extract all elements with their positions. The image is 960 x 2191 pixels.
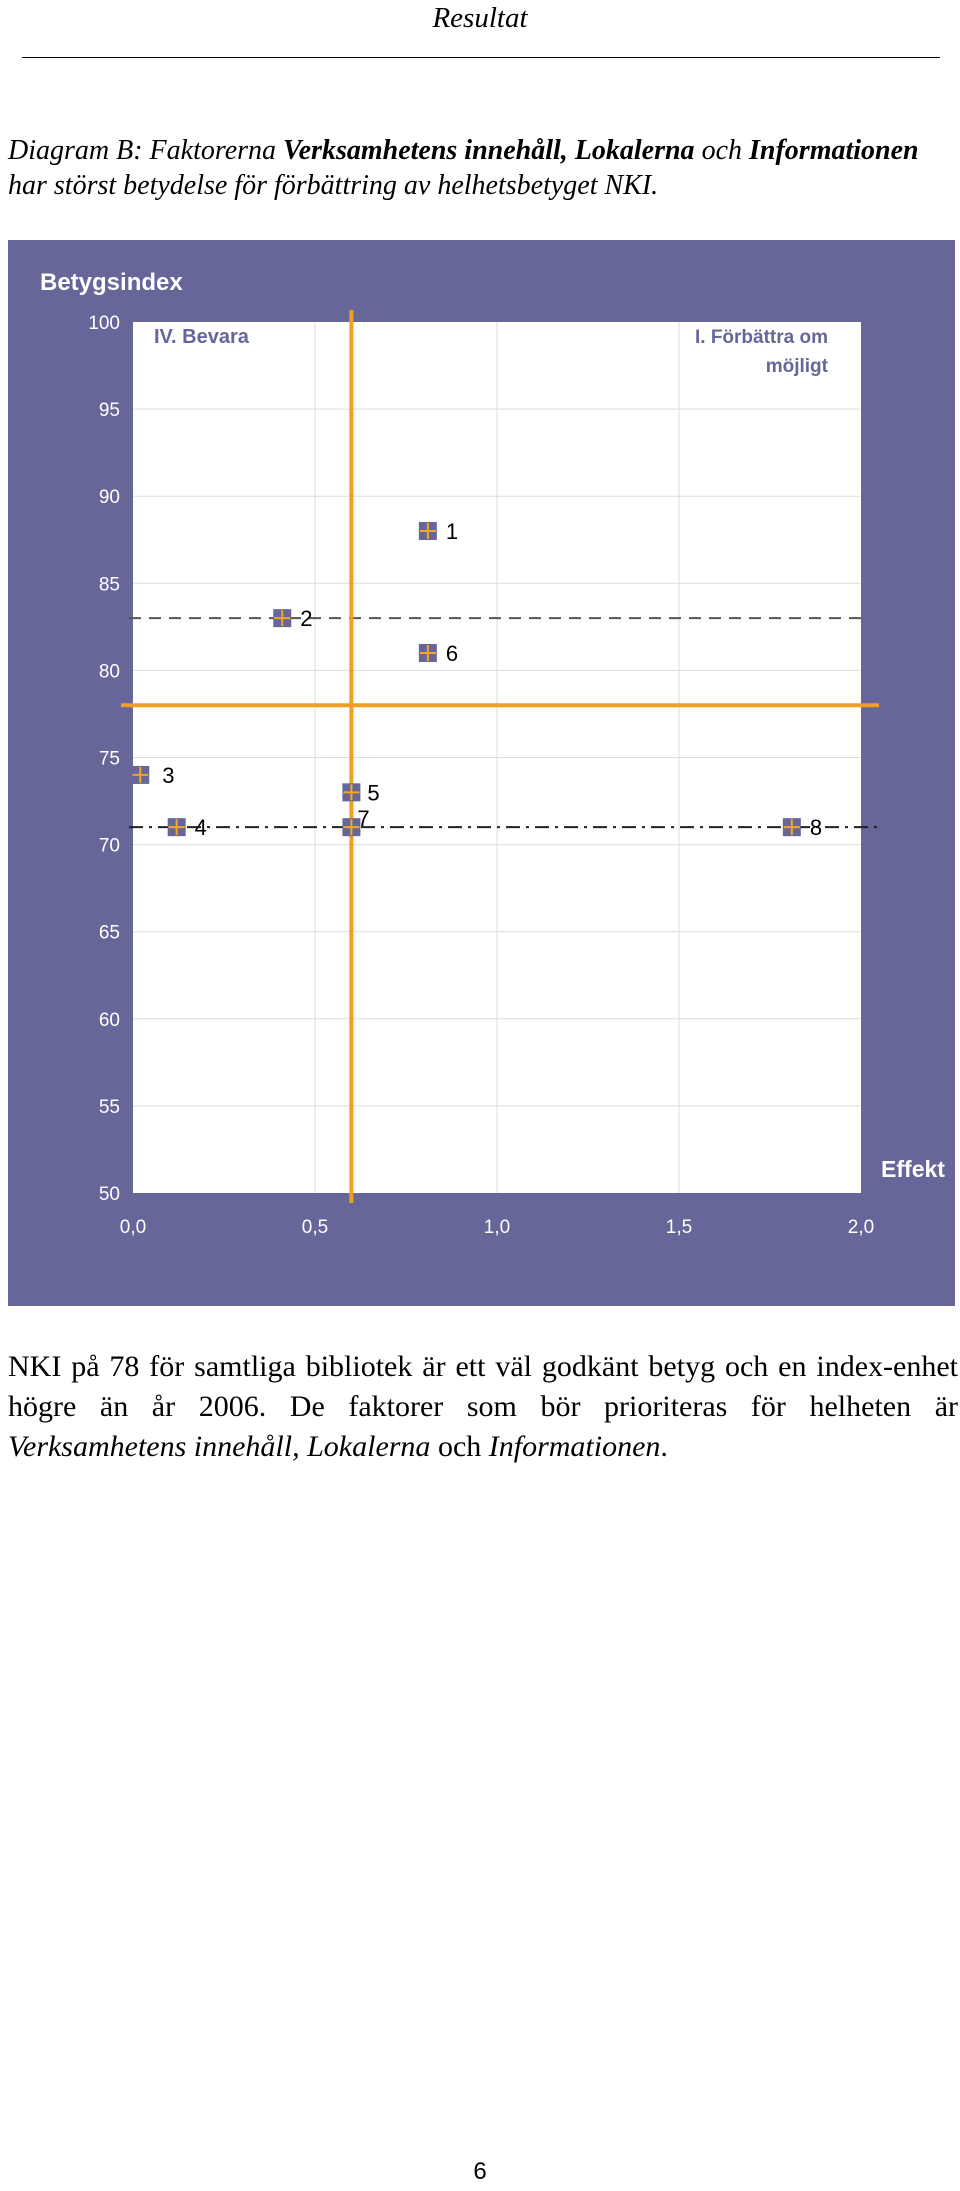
y-tick-label: 90 — [99, 487, 120, 508]
caption-bold-2: Informationen — [749, 135, 919, 166]
quadrant-label-i-line2: möjligt — [766, 356, 829, 377]
y-tick-label: 95 — [99, 400, 120, 421]
x-axis-label: Effekt — [881, 1156, 945, 1182]
x-tick-label: 0,0 — [120, 1217, 146, 1238]
y-tick-label: 85 — [99, 574, 120, 595]
data-point-6-label: 6 — [446, 641, 458, 666]
data-point-2-label: 2 — [300, 606, 312, 631]
y-tick-label: 70 — [99, 836, 120, 857]
caption-bold-1: Verksamhetens innehåll, Lokalerna — [283, 135, 695, 166]
y-tick-label: 50 — [99, 1184, 120, 1205]
diagram-caption: Diagram B: Faktorerna Verksamhetens inne… — [8, 133, 948, 203]
x-tick-label: 2,0 — [848, 1217, 874, 1238]
y-tick-label: 65 — [99, 923, 120, 944]
body-italic-2: Informationen — [488, 1430, 661, 1463]
caption-text-2: och — [694, 135, 749, 166]
page-header-title: Resultat — [432, 2, 528, 34]
body-text-1: NKI på 78 för samtliga bibliotek är ett … — [8, 1350, 958, 1423]
data-point-1-label: 1 — [446, 519, 458, 544]
body-paragraph: NKI på 78 för samtliga bibliotek är ett … — [8, 1347, 958, 1467]
data-point-7-label: 7 — [357, 806, 369, 831]
y-tick-label: 75 — [99, 749, 120, 770]
caption-text-1: Diagram B: Faktorerna — [8, 135, 284, 166]
chart-frame: Betygsindex 100 95 90 85 80 75 70 65 60 55 50 0,0 0,5… — [8, 240, 955, 1306]
data-point-3-label: 3 — [162, 763, 174, 788]
quadrant-label-i: I. Förbättra om möjligt — [695, 327, 829, 377]
body-text-2: och — [430, 1430, 489, 1463]
y-tick-label: 80 — [99, 661, 120, 682]
data-point-8-label: 8 — [810, 815, 822, 840]
x-tick-label: 1,0 — [484, 1217, 510, 1238]
y-tick-label: 100 — [88, 313, 120, 334]
data-point-4-label: 4 — [195, 815, 207, 840]
y-tick-label: 60 — [99, 1010, 120, 1031]
quadrant-label-iv: IV. Bevara — [154, 326, 250, 348]
x-tick-label: 1,5 — [666, 1217, 692, 1238]
body-italic-1: Verksamhetens innehåll, Lokalerna — [8, 1430, 431, 1463]
body-text-3: . — [660, 1430, 668, 1463]
page-number: 6 — [473, 2158, 487, 2185]
caption-text-3: har störst betydelse för förbättring av … — [8, 170, 659, 201]
x-tick-label: 0,5 — [302, 1217, 328, 1238]
chart-title: Betygsindex — [40, 269, 183, 296]
data-point-5-label: 5 — [367, 780, 379, 805]
header-rule — [22, 57, 940, 58]
quadrant-label-i-line1: I. Förbättra om — [695, 327, 828, 348]
y-tick-label: 55 — [99, 1097, 120, 1118]
